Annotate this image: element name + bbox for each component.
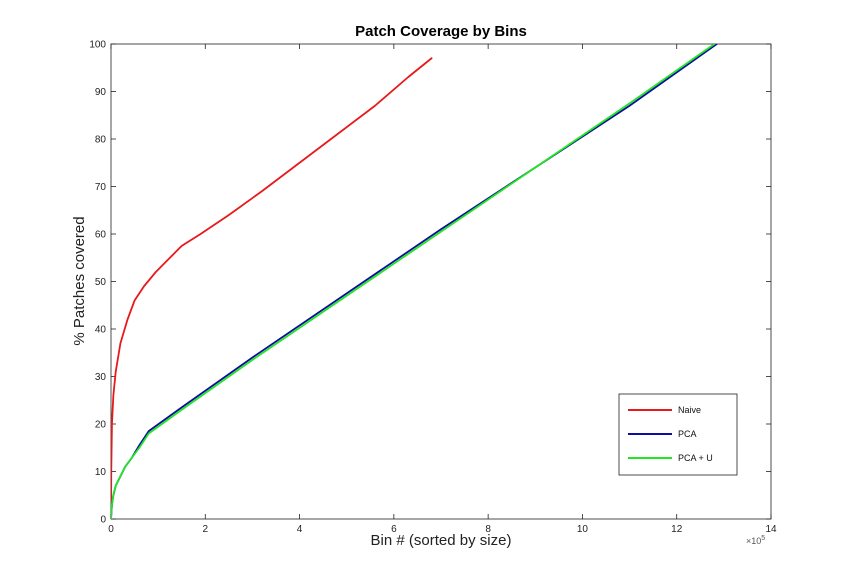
y-tick-label: 70 xyxy=(95,182,107,193)
x-tick-label: 14 xyxy=(765,524,777,535)
x-axis-multiplier: ×105 xyxy=(746,535,765,546)
x-tick-label: 4 xyxy=(297,524,303,535)
y-tick-label: 40 xyxy=(95,325,107,336)
x-tick-label: 2 xyxy=(203,524,209,535)
y-tick-label: 30 xyxy=(95,372,107,383)
axis-ticks: 0 2 4 6 8 10 12 14 0 10 20 30 40 50 60 70 80 90 100 xyxy=(89,40,777,536)
y-tick-label: 0 xyxy=(100,515,106,526)
y-tick-label: 100 xyxy=(89,40,106,51)
series-line-pca-u xyxy=(111,44,716,519)
x-tick-label: 0 xyxy=(108,524,114,535)
legend: Naive PCA PCA + U xyxy=(618,393,738,476)
x-axis-label: Bin # (sorted by size) xyxy=(371,532,512,549)
y-tick-label: 50 xyxy=(95,277,107,288)
legend-label: PCA + U xyxy=(678,453,713,463)
y-axis-label: % Patches covered xyxy=(71,216,88,345)
x-tick-label: 12 xyxy=(671,524,683,535)
chart-title: Patch Coverage by Bins xyxy=(355,23,527,40)
y-tick-label: 10 xyxy=(95,467,107,478)
x-multiplier-base: ×10 xyxy=(746,536,761,546)
legend-label: Naive xyxy=(678,405,701,415)
y-tick-label: 60 xyxy=(95,230,107,241)
y-tick-label: 20 xyxy=(95,420,107,431)
x-tick-label: 6 xyxy=(391,524,397,535)
series-line-naive xyxy=(111,57,433,519)
legend-label: PCA xyxy=(678,429,697,439)
y-tick-label: 80 xyxy=(95,135,107,146)
y-tick-label: 90 xyxy=(95,87,107,98)
x-tick-label: 10 xyxy=(577,524,589,535)
x-multiplier-exponent: 5 xyxy=(761,535,765,542)
x-tick-label: 8 xyxy=(485,524,491,535)
series-lines xyxy=(111,44,718,519)
